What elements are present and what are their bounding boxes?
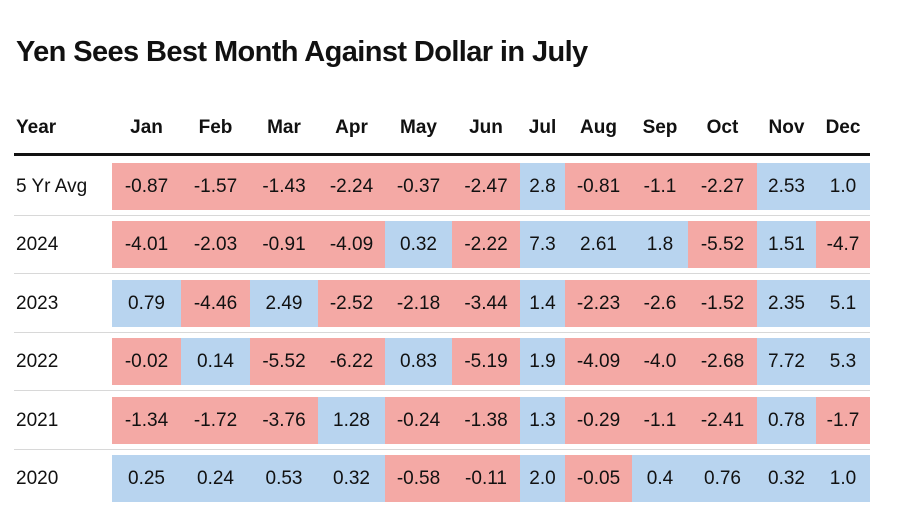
table-cell: -0.58 [385,455,452,502]
table-cell: 5.3 [816,338,870,386]
row-label: 2021 [16,409,59,431]
row-label: 2020 [16,468,59,489]
column-header-feb: Feb [198,117,233,138]
table-cell: -3.44 [452,279,520,327]
table-cell: -0.87 [112,163,181,210]
table-cell: -2.27 [688,163,757,210]
table-cell: 2.8 [520,163,565,210]
column-header-year: Year [16,117,57,138]
chart-title: Yen Sees Best Month Against Dollar in Ju… [16,36,588,68]
table-cell: 1.3 [520,396,565,444]
table-cell: 0.24 [181,455,250,502]
column-header-jan: Jan [130,117,163,138]
table-cell: -2.23 [565,279,632,327]
table-cell: -5.52 [688,221,757,269]
table-cell: 1.28 [318,396,385,444]
table-cell: 1.0 [816,455,870,502]
table-cell: -2.68 [688,338,757,386]
table-cell: 1.4 [520,279,565,327]
table-cell: -0.37 [385,163,452,210]
table-cell: -1.43 [250,163,318,210]
table-cell: -5.19 [452,338,520,386]
column-header-dec: Dec [825,117,861,138]
column-header-apr: Apr [335,117,368,138]
table-cell: 0.76 [688,455,757,502]
table-cell: 5.1 [816,279,870,327]
row-divider [14,331,870,333]
row-label: 2022 [16,351,59,373]
row-label: 2023 [16,292,59,314]
column-header-aug: Aug [580,117,617,138]
table-cell: 1.0 [816,163,870,210]
table-cell: -1.52 [688,279,757,327]
table-cell: -1.7 [816,396,870,444]
table-cell: 0.32 [757,455,816,502]
table-cell: -4.09 [565,338,632,386]
header-rule [14,153,870,156]
table-cell: 0.14 [181,338,250,386]
table-cell: -4.01 [112,221,181,269]
table-cell: 0.32 [385,221,452,269]
column-header-jun: Jun [469,117,503,138]
table-cell: -1.38 [452,396,520,444]
table-cell: -0.24 [385,396,452,444]
table-cell: -2.24 [318,163,385,210]
table-cell: -0.91 [250,221,318,269]
table-cell: -1.1 [632,163,688,210]
table-cell: 7.72 [757,338,816,386]
table-cell: -1.1 [632,396,688,444]
table-cell: -1.34 [112,396,181,444]
column-header-may: May [400,117,437,138]
table-cell: -2.03 [181,221,250,269]
table-cell: 2.49 [250,279,318,327]
table-cell: 0.78 [757,396,816,444]
table-cell: -4.09 [318,221,385,269]
table-cell: 7.3 [520,221,565,269]
row-divider [14,448,870,450]
table-cell: -6.22 [318,338,385,386]
row-label: 2024 [16,234,59,256]
column-header-sep: Sep [642,117,678,138]
row-label: 5 Yr Avg [16,176,88,197]
table-cell: 1.8 [632,221,688,269]
table-cell: -1.72 [181,396,250,444]
table-cell: 2.61 [565,221,632,269]
table-cell: -3.76 [250,396,318,444]
table-cell: -4.0 [632,338,688,386]
column-header-mar: Mar [267,117,301,138]
table-cell: -0.11 [452,455,520,502]
table-cell: -2.41 [688,396,757,444]
table-cell: -0.05 [565,455,632,502]
table-cell: -2.22 [452,221,520,269]
table-cell: -2.18 [385,279,452,327]
row-divider [14,215,870,216]
table-cell: 2.35 [757,279,816,327]
table-cell: -0.02 [112,338,181,386]
table-cell: -2.6 [632,279,688,327]
row-divider [14,273,870,275]
table-cell: 1.9 [520,338,565,386]
table-cell: 0.4 [632,455,688,502]
table-cell: 2.0 [520,455,565,502]
table-cell: 1.51 [757,221,816,269]
table-cell: 2.53 [757,163,816,210]
table-cell: -1.57 [181,163,250,210]
table-cell: 0.25 [112,455,181,502]
table-cell: -4.7 [816,221,870,269]
column-header-nov: Nov [768,117,805,138]
table-cell: 0.79 [112,279,181,327]
column-header-jul: Jul [528,117,557,138]
table-cell: 0.53 [250,455,318,502]
column-header-oct: Oct [706,117,739,138]
table-cell: -4.46 [181,279,250,327]
table-cell: -2.47 [452,163,520,210]
table-cell: 0.32 [318,455,385,502]
row-divider [14,390,870,392]
table-cell: -0.29 [565,396,632,444]
table-cell: 0.83 [385,338,452,386]
table-cell: -5.52 [250,338,318,386]
table-cell: -0.81 [565,163,632,210]
table-cell: -2.52 [318,279,385,327]
